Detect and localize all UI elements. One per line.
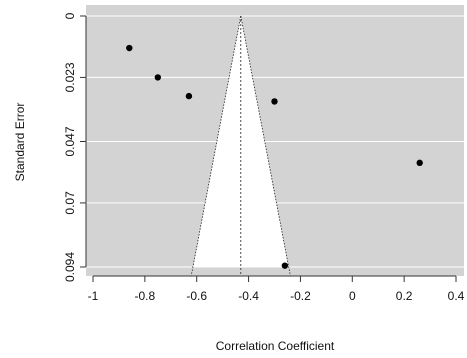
x-tick-label: 0.2: [396, 289, 413, 303]
x-axis: -1 -0.8 -0.6 -0.4 -0.2 0 0.2 0.4: [88, 275, 465, 303]
data-point: [271, 98, 278, 105]
y-tick-label: 0: [63, 12, 77, 19]
x-tick-label: -0.2: [290, 289, 311, 303]
y-tick-label: 0.07: [63, 191, 77, 215]
y-tick-label: 0.047: [63, 126, 77, 156]
data-point: [281, 262, 289, 269]
data-point: [154, 74, 162, 81]
x-tick-label: -1: [88, 289, 99, 303]
y-tick-label: 0.023: [63, 62, 77, 92]
x-tick-label: -0.6: [186, 289, 207, 303]
funnel-right-edge: [240, 15, 291, 277]
data-point: [126, 44, 133, 52]
data-point: [416, 159, 423, 167]
data-point: [185, 92, 193, 100]
y-axis: 0 0.023 0.047 0.07 0.094: [63, 12, 87, 282]
y-tick-label: 0.094: [63, 252, 77, 282]
x-tick-label: -0.4: [238, 289, 259, 303]
y-axis-title: Standard Error: [13, 103, 27, 182]
x-tick-label: 0.4: [448, 289, 465, 303]
x-tick-label: 0: [349, 289, 356, 303]
x-axis-title: Correlation Coefficient: [216, 339, 335, 353]
funnel-left-edge: [190, 15, 242, 277]
plot-area: [86, 5, 464, 277]
x-tick-label: -0.8: [135, 289, 156, 303]
